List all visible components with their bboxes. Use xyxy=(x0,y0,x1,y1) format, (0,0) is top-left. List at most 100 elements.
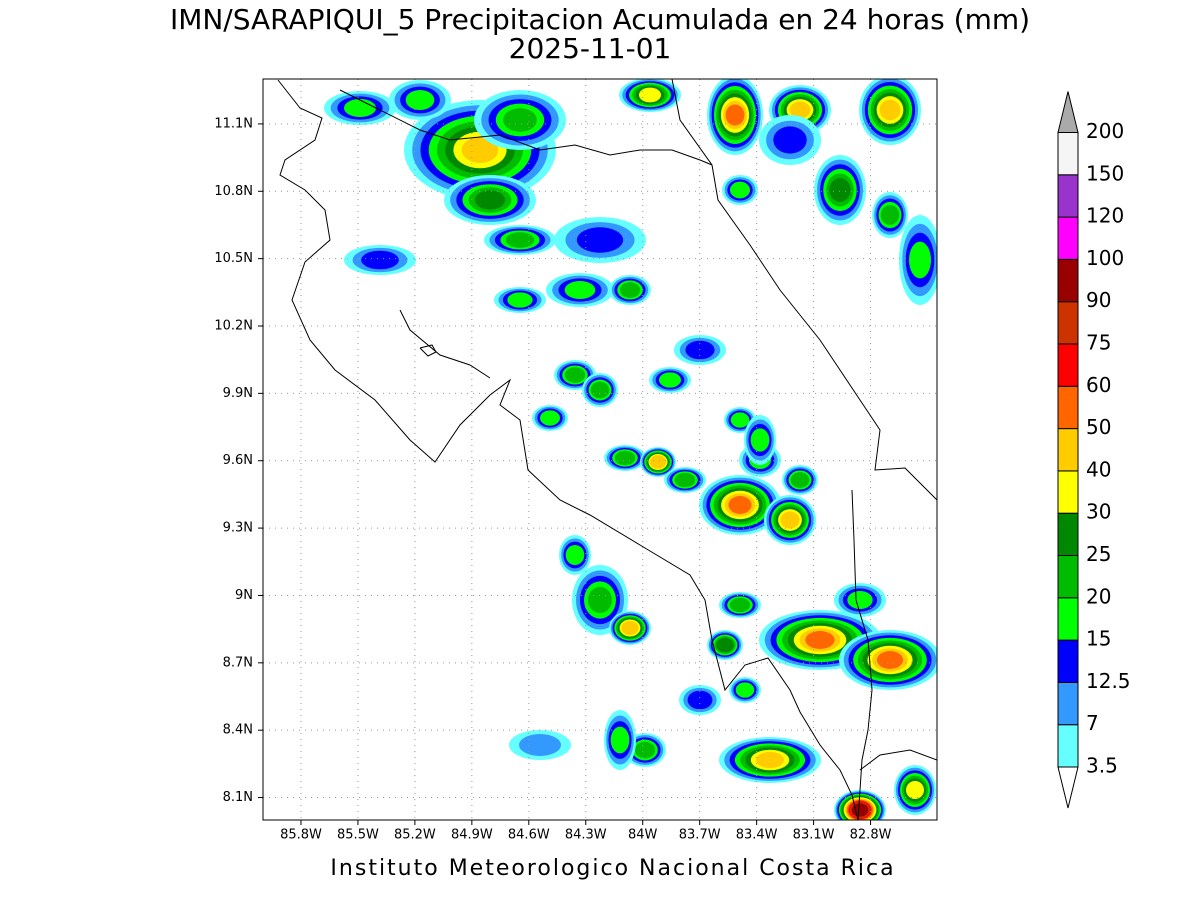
y-tick-label: 9.9N xyxy=(223,386,253,401)
colorbar-label: 12.5 xyxy=(1086,669,1131,693)
x-tick-label: 85.5W xyxy=(337,828,379,843)
precip-contour xyxy=(729,597,751,613)
colorbar-label: 50 xyxy=(1086,415,1111,439)
y-tick-label: 8.1N xyxy=(223,790,253,805)
colorbar: 3.5 7 12.5 15 20 25 30 40 50 60 75 90 100 120 150 200 xyxy=(1057,91,1131,809)
y-tick-label: 8.7N xyxy=(223,655,253,670)
y-tick-label: 10.8N xyxy=(214,184,253,199)
colorbar-box xyxy=(1057,470,1079,514)
colorbar-box xyxy=(1057,174,1079,218)
precip-contour xyxy=(344,99,376,117)
precip-contour xyxy=(735,682,755,698)
nicaragua-border xyxy=(339,89,713,166)
colorbar-label: 200 xyxy=(1086,119,1124,143)
colorbar-box xyxy=(1057,301,1079,345)
colorbar-box xyxy=(1057,555,1079,599)
precip-contour xyxy=(621,620,639,636)
panama-border xyxy=(851,489,873,820)
colorbar-label: 75 xyxy=(1086,331,1111,355)
precip-contour xyxy=(789,101,811,119)
y-tick-label: 9.3N xyxy=(223,521,253,536)
precip-contour xyxy=(639,87,661,103)
colorbar-label: 3.5 xyxy=(1086,754,1118,778)
x-tick-label: 84W xyxy=(628,828,658,843)
colorbar-box xyxy=(1057,216,1079,260)
precip-contour xyxy=(565,545,585,565)
precip-contour xyxy=(780,511,800,529)
colorbar-label: 7 xyxy=(1086,711,1099,735)
precip-contour xyxy=(507,292,533,308)
y-tick-label: 11.1N xyxy=(214,116,253,131)
x-tick-label: 85.2W xyxy=(394,828,436,843)
precip-contour xyxy=(619,282,641,298)
nicoya-gulf xyxy=(399,309,491,379)
precip-contour xyxy=(728,496,752,514)
colorbar-label: 100 xyxy=(1086,246,1124,270)
precip-contour xyxy=(851,803,869,817)
colorbar-label: 25 xyxy=(1086,542,1111,566)
x-tick-label: 84.6W xyxy=(508,828,550,843)
y-tick-label: 9.6N xyxy=(223,453,253,468)
precip-contour xyxy=(685,340,715,360)
colorbar-box xyxy=(1057,639,1079,683)
precip-contour xyxy=(614,450,636,466)
pacific-coast xyxy=(277,79,859,820)
map-frame xyxy=(262,78,938,821)
precip-contour xyxy=(519,734,561,756)
precip-contour xyxy=(716,637,734,653)
precip-contour xyxy=(474,190,506,210)
colorbar-label: 20 xyxy=(1086,584,1111,608)
caribbean-coast xyxy=(671,79,937,501)
title: IMN/SARAPIQUI_5 Precipitacion Acumulada … xyxy=(170,3,1030,36)
y-tick-label: 10.5N xyxy=(214,251,253,266)
grid: 85.8W 85.5W 85.2W 84.9W 84.6W 84.3W 84W 83.7W 83… xyxy=(214,79,937,843)
precip-contour xyxy=(730,181,750,199)
precip-contour xyxy=(829,178,851,202)
precip-contour xyxy=(730,412,750,428)
colorbar-box xyxy=(1057,724,1079,768)
x-tick-label: 84.3W xyxy=(565,828,607,843)
precip-contour xyxy=(687,690,713,710)
lake xyxy=(419,344,437,357)
precip-contour xyxy=(674,472,696,488)
x-tick-label: 83.1W xyxy=(793,828,835,843)
precip-contour xyxy=(909,241,931,279)
precip-contour xyxy=(725,104,745,126)
precip-contour xyxy=(659,372,681,388)
precip-contour xyxy=(879,99,901,121)
x-tick-label: 84.9W xyxy=(451,828,493,843)
precip-contour xyxy=(576,227,624,253)
colorbar-box xyxy=(1057,428,1079,472)
subtitle: 2025-11-01 xyxy=(509,32,672,65)
colorbar-box xyxy=(1057,597,1079,641)
footer: Instituto Meteorologico Nacional Costa R… xyxy=(330,856,895,881)
precip-contour xyxy=(361,250,399,270)
precip-contour xyxy=(805,631,835,649)
precip-contour xyxy=(405,90,435,110)
y-tick-label: 8.4N xyxy=(223,723,253,738)
colorbar-label: 120 xyxy=(1086,204,1124,228)
precip-contour xyxy=(610,726,630,754)
precip-contour xyxy=(461,137,499,163)
y-tick-label: 9N xyxy=(235,588,253,603)
precip-contour xyxy=(756,751,784,769)
precip-contour xyxy=(588,586,612,614)
precipitation-field xyxy=(324,79,937,820)
colorbar-box xyxy=(1057,258,1079,303)
colorbar-label: 150 xyxy=(1086,161,1124,185)
precip-contour xyxy=(876,651,904,669)
precip-contour xyxy=(847,591,873,609)
colorbar-high xyxy=(1057,91,1079,133)
colorbar-box xyxy=(1057,385,1079,430)
coastlines xyxy=(277,79,937,820)
precip-contour xyxy=(505,232,535,248)
precip-contour xyxy=(773,126,807,154)
precip-contour xyxy=(906,781,924,799)
x-tick-label: 82.8W xyxy=(850,828,892,843)
precip-contour xyxy=(564,281,596,299)
precip-contour xyxy=(790,472,810,488)
y-tick-label: 10.2N xyxy=(214,319,253,334)
precip-contour xyxy=(634,741,656,759)
x-tick-label: 83.7W xyxy=(679,828,721,843)
